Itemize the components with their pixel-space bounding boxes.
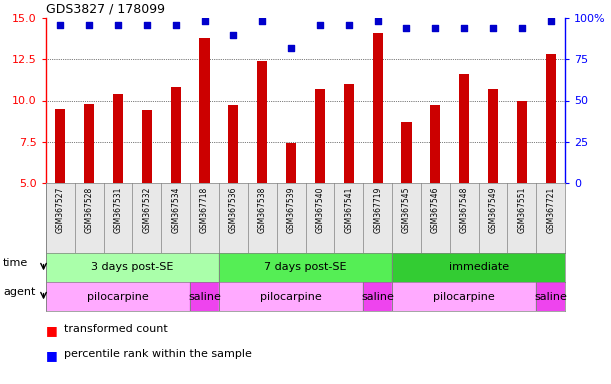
Bar (536, 282, 565, 311)
Point (142, 22, 152, 28)
Bar (257, 61, 267, 183)
Text: GSM367719: GSM367719 (373, 187, 382, 233)
Bar (84, 104, 94, 183)
Bar (219, 282, 363, 311)
Bar (401, 122, 412, 183)
Text: pilocarpine: pilocarpine (260, 291, 322, 301)
Text: 7 days post-SE: 7 days post-SE (264, 263, 347, 273)
Bar (373, 33, 382, 183)
Point (257, 18, 267, 24)
Bar (229, 106, 238, 183)
Text: ■: ■ (46, 324, 57, 337)
Point (170, 22, 181, 28)
Point (488, 25, 498, 31)
Point (56, 22, 65, 28)
Text: GDS3827 / 178099: GDS3827 / 178099 (46, 2, 165, 15)
Bar (363, 282, 392, 311)
Text: GSM367527: GSM367527 (56, 187, 65, 233)
Text: GSM367551: GSM367551 (518, 187, 527, 233)
Text: GSM367531: GSM367531 (114, 187, 122, 233)
Text: GSM367540: GSM367540 (315, 187, 324, 233)
Bar (392, 282, 536, 311)
Bar (142, 111, 152, 183)
Text: saline: saline (188, 291, 221, 301)
Bar (170, 87, 181, 183)
Text: GSM367528: GSM367528 (84, 187, 93, 233)
Text: GSM367538: GSM367538 (258, 187, 267, 233)
Bar (190, 282, 219, 311)
Bar (488, 89, 498, 183)
Text: saline: saline (534, 291, 567, 301)
Text: GSM367549: GSM367549 (489, 187, 497, 233)
Text: GSM367532: GSM367532 (142, 187, 152, 233)
Point (229, 31, 238, 38)
Bar (430, 106, 441, 183)
Bar (46, 253, 219, 282)
Point (113, 22, 123, 28)
Bar (315, 89, 325, 183)
Point (344, 22, 354, 28)
Bar (113, 94, 123, 183)
Bar (459, 74, 469, 183)
Text: GSM367534: GSM367534 (171, 187, 180, 233)
Text: 3 days post-SE: 3 days post-SE (91, 263, 174, 273)
Text: GSM367536: GSM367536 (229, 187, 238, 233)
Bar (199, 38, 210, 183)
Text: pilocarpine: pilocarpine (87, 291, 149, 301)
Point (373, 18, 382, 24)
Point (84, 22, 94, 28)
Point (459, 25, 469, 31)
Bar (517, 101, 527, 183)
Bar (46, 282, 190, 311)
Text: immediate: immediate (448, 263, 509, 273)
Text: GSM367718: GSM367718 (200, 187, 209, 233)
Text: GSM367548: GSM367548 (459, 187, 469, 233)
Point (517, 25, 527, 31)
Point (200, 18, 210, 24)
Bar (344, 84, 354, 183)
Point (401, 25, 411, 31)
Point (315, 22, 325, 28)
Text: ■: ■ (46, 349, 57, 362)
Text: percentile rank within the sample: percentile rank within the sample (64, 349, 252, 359)
Bar (392, 253, 565, 282)
Bar (546, 54, 556, 183)
Text: GSM367546: GSM367546 (431, 187, 440, 233)
Text: GSM367541: GSM367541 (344, 187, 353, 233)
Text: agent: agent (3, 287, 35, 297)
Text: time: time (3, 258, 28, 268)
Text: pilocarpine: pilocarpine (433, 291, 495, 301)
Text: transformed count: transformed count (64, 324, 168, 334)
Point (286, 45, 296, 51)
Bar (55, 109, 65, 183)
Point (546, 18, 555, 24)
Text: GSM367545: GSM367545 (402, 187, 411, 233)
Bar (286, 143, 296, 183)
Bar (219, 253, 392, 282)
Text: GSM367539: GSM367539 (287, 187, 296, 233)
Text: GSM367721: GSM367721 (546, 187, 555, 233)
Text: saline: saline (361, 291, 394, 301)
Point (430, 25, 440, 31)
